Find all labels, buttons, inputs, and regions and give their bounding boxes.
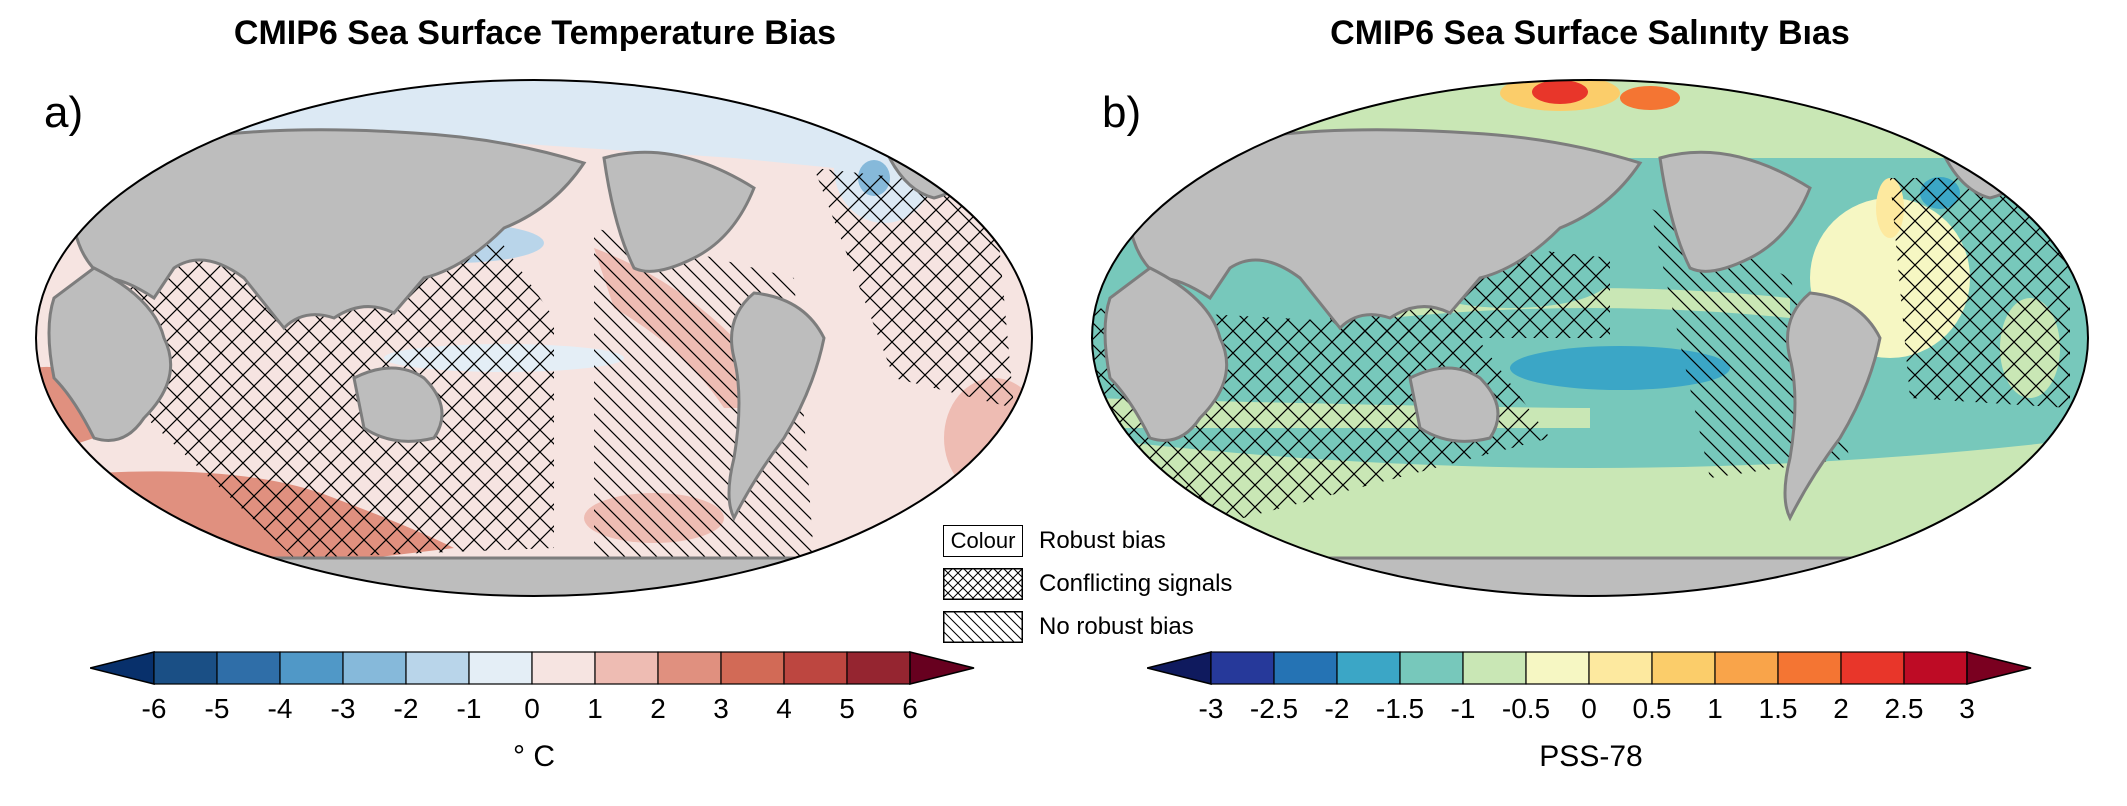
colorbar-bin	[1588, 651, 1653, 685]
colorbar-bin	[1273, 651, 1338, 685]
colorbar-max-arrow	[909, 651, 975, 685]
colorbar-tick-label: 3	[713, 693, 729, 724]
sst-colorbar: -6 -5 -4 -3 -2 -1 0 1 2 3 4 5 6	[90, 651, 975, 724]
legend-colour-box: Colour	[943, 525, 1023, 557]
colorbar-tick-label: 4	[776, 693, 792, 724]
colorbar-tick-label: -3	[331, 693, 356, 724]
colorbar-tick-label: -1	[457, 693, 482, 724]
colorbar-tick-label: 2.5	[1885, 693, 1924, 724]
colorbar-tick-label: -1	[1451, 693, 1476, 724]
cross-hatch-swatch	[943, 568, 1023, 600]
colorbar-tick-label: -2.5	[1250, 693, 1298, 724]
panel-b-title: CMIP6 Sea Surface Salınıty Bıas	[1330, 14, 1850, 52]
hatching-legend: Colour Robust bias Conflicting signals N…	[943, 524, 1243, 654]
panel-a-title: CMIP6 Sea Surface Temperature Bias	[233, 14, 837, 52]
colorbar-bin	[468, 651, 533, 685]
colorbar-bin	[1462, 651, 1527, 685]
colorbar-bin	[1525, 651, 1590, 685]
sst-bias-map	[35, 79, 1033, 597]
colorbar-bin	[342, 651, 407, 685]
colorbar-tick-label: 2	[650, 693, 666, 724]
colorbar-tick-label: -6	[142, 693, 167, 724]
colorbar-tick-label: 1	[1707, 693, 1723, 724]
colorbar-bin	[1210, 651, 1275, 685]
panel-b-label: b)	[1102, 88, 1142, 137]
colorbar-bin	[153, 651, 218, 685]
colorbar-bin	[1399, 651, 1464, 685]
colorbar-bin	[783, 651, 848, 685]
colorbar-bin	[405, 651, 470, 685]
colorbar-tick-label: 5	[839, 693, 855, 724]
legend-no-robust-label: No robust bias	[1039, 613, 1194, 640]
panel-a-label: a)	[44, 88, 84, 137]
colorbar-bin	[1903, 651, 1968, 685]
colorbar-tick-label: 0.5	[1633, 693, 1672, 724]
colorbar-bin	[846, 651, 911, 685]
colorbar-tick-label: -4	[268, 693, 293, 724]
colorbar-tick-label: -2	[1325, 693, 1350, 724]
legend-no-robust: No robust bias	[943, 610, 1194, 644]
colorbar-tick-label: -2	[394, 693, 419, 724]
legend-robust-bias-label: Robust bias	[1039, 527, 1166, 554]
colorbar-bin	[1651, 651, 1716, 685]
colorbar-bin	[594, 651, 659, 685]
colorbar-min-arrow	[1147, 651, 1212, 685]
colorbar-min-arrow	[90, 651, 155, 685]
colorbar-tick-label: 2	[1833, 693, 1849, 724]
colorbar-bin	[657, 651, 722, 685]
legend-conflicting: Conflicting signals	[943, 567, 1232, 601]
colorbar-bin	[279, 651, 344, 685]
diag-hatch-swatch	[943, 611, 1023, 643]
colorbar-bin	[1840, 651, 1905, 685]
legend-conflicting-label: Conflicting signals	[1039, 570, 1233, 597]
colorbar-bin	[720, 651, 785, 685]
colorbar-tick-label: -5	[205, 693, 230, 724]
colorbar-tick-label: 6	[902, 693, 918, 724]
colorbar-tick-label: -3	[1199, 693, 1224, 724]
colorbar-bin	[1777, 651, 1842, 685]
colorbar-tick-label: 0	[524, 693, 540, 724]
sss-bias-map	[1091, 79, 2089, 597]
colorbar-tick-label: 3	[1959, 693, 1975, 724]
sss-colorbar-unit: PSS-78	[1539, 740, 1643, 773]
colorbar-bin	[1714, 651, 1779, 685]
legend-robust-bias: Colour Robust bias	[943, 524, 1166, 558]
colorbar-bin	[531, 651, 596, 685]
sss-colorbar: -3 -2.5 -2 -1.5 -1 -0.5 0 0.5 1 1.5 2 2.5 3	[1147, 651, 2032, 724]
colorbar-tick-label: 1	[587, 693, 603, 724]
colorbar-bin	[1336, 651, 1401, 685]
colorbar-tick-label: 0	[1581, 693, 1597, 724]
colorbar-tick-label: -1.5	[1376, 693, 1424, 724]
colorbar-tick-label: -0.5	[1502, 693, 1550, 724]
sst-colorbar-unit: ° C	[513, 740, 555, 773]
colorbar-bin	[216, 651, 281, 685]
colorbar-max-arrow	[1966, 651, 2032, 685]
colorbar-tick-label: 1.5	[1759, 693, 1798, 724]
